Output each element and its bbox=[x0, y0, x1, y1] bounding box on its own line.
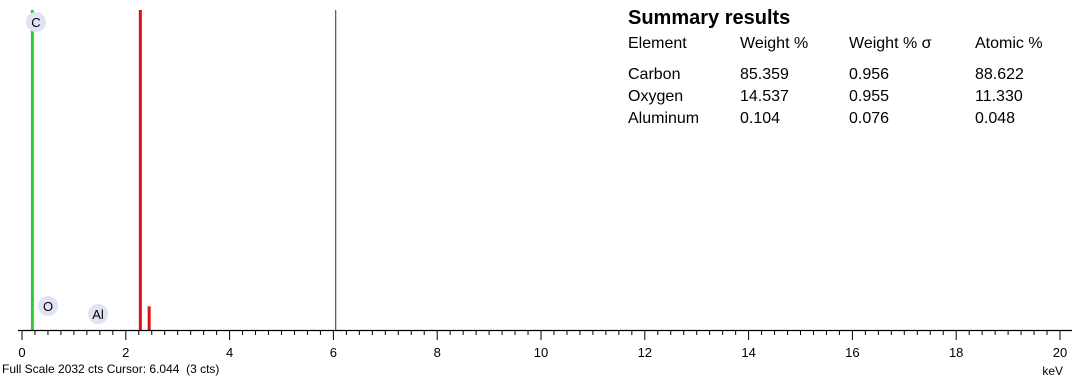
element-marker-badge bbox=[26, 12, 46, 32]
element-name: Aluminum bbox=[628, 110, 700, 127]
column-header-element: Element bbox=[628, 35, 687, 52]
table-row: Carbon 85.359 0.956 88.622 bbox=[628, 64, 1068, 86]
weight-sigma-value: 0.076 bbox=[849, 110, 890, 127]
element-marker-badge bbox=[88, 304, 108, 324]
weight-value: 85.359 bbox=[740, 66, 789, 83]
table-row: Aluminum 0.104 0.076 0.048 bbox=[628, 108, 1068, 130]
element-marker-o: O bbox=[38, 296, 58, 316]
x-tick-label: 14 bbox=[741, 345, 755, 360]
summary-results-panel: Summary results Element Weight % Weight … bbox=[628, 6, 1068, 130]
atomic-value: 88.622 bbox=[975, 66, 1024, 83]
x-axis-unit-label: keV bbox=[1042, 364, 1063, 378]
x-tick-label: 0 bbox=[18, 345, 25, 360]
x-tick-label: 2 bbox=[122, 345, 129, 360]
atomic-value: 0.048 bbox=[975, 110, 1016, 127]
column-header-weight-sigma: Weight % σ bbox=[849, 35, 932, 52]
column-header-weight: Weight % bbox=[740, 35, 809, 52]
summary-table: Element Weight % Weight % σ Atomic % Car… bbox=[628, 32, 1068, 130]
x-tick-label: 18 bbox=[949, 345, 963, 360]
element-marker-c: C bbox=[26, 12, 46, 32]
element-name: Carbon bbox=[628, 66, 681, 83]
weight-value: 14.537 bbox=[740, 88, 789, 105]
x-tick-label: 12 bbox=[638, 345, 652, 360]
element-marker-al: Al bbox=[88, 304, 108, 324]
atomic-value: 11.330 bbox=[975, 88, 1023, 105]
summary-header-row: Element Weight % Weight % σ Atomic % bbox=[628, 32, 1068, 56]
status-readout: Full Scale 2032 cts Cursor: 6.044 (3 cts… bbox=[2, 362, 220, 376]
element-marker-label: O bbox=[43, 299, 53, 314]
element-marker-badge bbox=[38, 296, 58, 316]
table-row: Oxygen 14.537 0.955 11.330 bbox=[628, 86, 1068, 108]
x-tick-label: 10 bbox=[534, 345, 548, 360]
x-tick-label: 4 bbox=[226, 345, 233, 360]
spectrum-peaks bbox=[30, 10, 337, 330]
element-marker-label: Al bbox=[92, 307, 104, 322]
element-name: Oxygen bbox=[628, 88, 684, 105]
weight-sigma-value: 0.956 bbox=[849, 66, 890, 83]
header-gap bbox=[628, 56, 1068, 64]
x-axis: 0 2 4 6 8 10 12 14 16 18 20 bbox=[18, 329, 1072, 360]
x-tick-label: 6 bbox=[330, 345, 337, 360]
column-header-atomic: Atomic % bbox=[975, 35, 1043, 52]
x-tick-label: 16 bbox=[845, 345, 859, 360]
weight-sigma-value: 0.955 bbox=[849, 88, 890, 105]
element-marker-label: C bbox=[31, 15, 40, 30]
x-tick-label: 20 bbox=[1053, 345, 1067, 360]
element-markers: C O Al bbox=[26, 12, 108, 324]
summary-title: Summary results bbox=[628, 7, 791, 29]
weight-value: 0.104 bbox=[740, 110, 781, 127]
x-tick-label: 8 bbox=[434, 345, 441, 360]
